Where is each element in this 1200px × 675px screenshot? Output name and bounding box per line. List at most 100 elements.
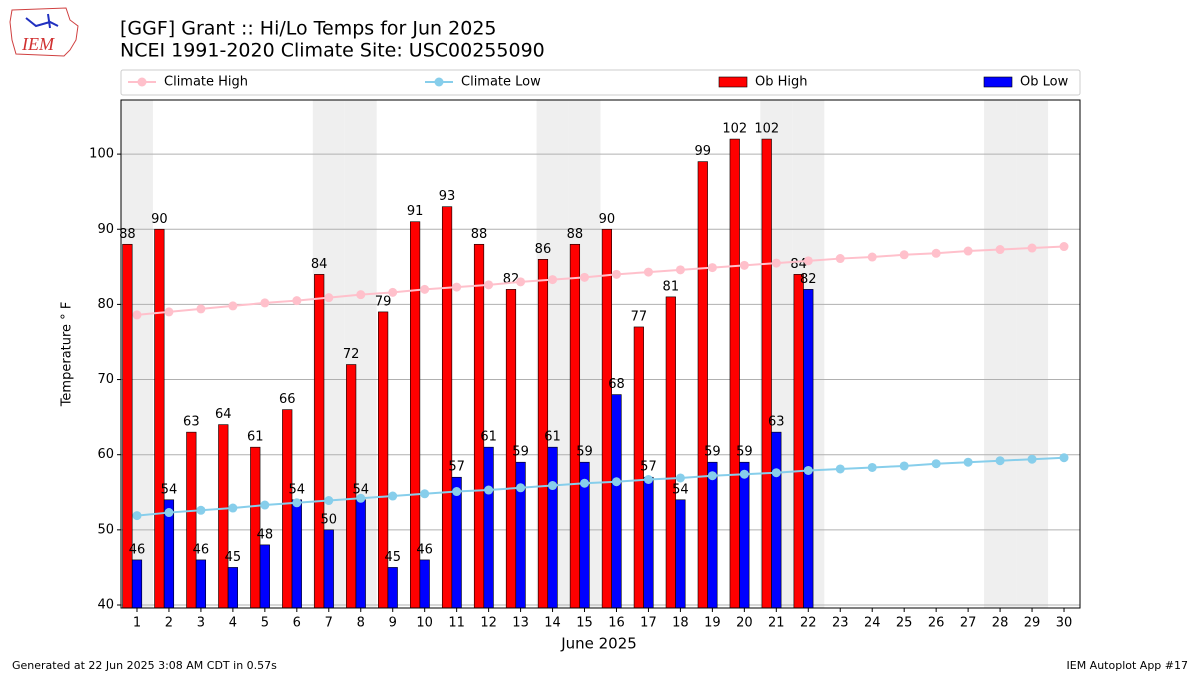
bar [739, 461, 750, 609]
bar [282, 409, 293, 609]
line-marker [643, 474, 653, 484]
line-marker [675, 265, 685, 275]
x-tick-label: 8 [357, 616, 365, 631]
line-marker [228, 301, 238, 311]
bar [186, 431, 197, 609]
value-label: 90 [151, 212, 168, 227]
footer-left: Generated at 22 Jun 2025 3:08 AM CDT in … [12, 659, 277, 672]
value-label: 54 [289, 482, 306, 497]
line-marker [707, 263, 717, 273]
line-marker [516, 277, 526, 287]
weekend-band [984, 100, 1017, 608]
legend-marker [137, 77, 147, 87]
line-marker [196, 505, 206, 515]
x-tick-label: 13 [512, 616, 529, 631]
value-label: 86 [535, 242, 552, 257]
x-tick-label: 30 [1056, 616, 1073, 631]
weekend-band [1016, 100, 1049, 608]
x-tick-label: 9 [389, 616, 397, 631]
value-label: 82 [503, 272, 520, 287]
x-tick-label: 20 [736, 616, 753, 631]
bar [697, 161, 708, 609]
line [136, 245, 1065, 316]
line-marker [164, 508, 174, 518]
line-marker [548, 275, 558, 285]
legend-swatch [718, 76, 748, 88]
value-label: 61 [544, 430, 561, 445]
line-marker [420, 489, 430, 499]
line-marker [452, 282, 462, 292]
line-marker [707, 471, 717, 481]
value-label: 90 [599, 212, 616, 227]
bar [771, 431, 782, 609]
line-marker [452, 487, 462, 497]
x-tick-label: 21 [768, 616, 785, 631]
x-tick-label: 14 [544, 616, 561, 631]
x-tick-label: 7 [325, 616, 333, 631]
line-marker [132, 511, 142, 521]
line-marker [292, 296, 302, 306]
value-label: 54 [352, 482, 369, 497]
value-label: 64 [215, 407, 232, 422]
bar [793, 274, 804, 609]
line-marker [420, 284, 430, 294]
x-tick-label: 12 [480, 616, 497, 631]
x-tick-label: 24 [864, 616, 881, 631]
x-tick-label: 1 [133, 616, 141, 631]
bar [154, 228, 165, 609]
value-label: 57 [448, 460, 465, 475]
y-tick-label: 100 [89, 147, 114, 162]
line-marker [643, 267, 653, 277]
value-label: 79 [375, 294, 392, 309]
logo: IEM [9, 7, 79, 57]
logo-icon [25, 13, 59, 29]
value-label: 93 [439, 189, 456, 204]
bar [323, 529, 334, 609]
value-label: 91 [407, 204, 424, 219]
x-axis-label: June 2025 [560, 635, 637, 653]
value-label: 46 [193, 542, 210, 557]
value-label: 45 [384, 550, 401, 565]
value-label: 57 [640, 460, 657, 475]
x-tick-label: 15 [576, 616, 593, 631]
value-label: 61 [480, 430, 497, 445]
line-marker [260, 500, 270, 510]
line-marker [899, 461, 909, 471]
value-label: 59 [736, 445, 753, 460]
x-tick-label: 10 [416, 616, 433, 631]
line-marker [899, 250, 909, 260]
legend-label: Climate Low [461, 75, 541, 90]
legend-swatch [983, 76, 1013, 88]
y-tick-label: 60 [97, 447, 114, 462]
line-marker [1059, 242, 1069, 252]
line-marker [771, 468, 781, 478]
line-marker [611, 269, 621, 279]
value-label: 84 [311, 257, 328, 272]
logo-text: IEM [21, 34, 55, 54]
x-tick-label: 26 [928, 616, 945, 631]
line-marker [963, 246, 973, 256]
line-marker [388, 287, 398, 297]
line-marker [963, 457, 973, 467]
line-marker [132, 310, 142, 320]
bar [547, 446, 558, 609]
line-marker [580, 478, 590, 488]
value-label: 102 [722, 122, 747, 137]
line-marker [356, 290, 366, 300]
x-tick-label: 16 [608, 616, 625, 631]
bar [483, 446, 494, 609]
line-marker [548, 481, 558, 491]
line-marker [324, 293, 334, 303]
x-tick-label: 27 [960, 616, 977, 631]
x-tick-label: 2 [165, 616, 173, 631]
legend-label: Climate High [164, 75, 248, 90]
line-marker [196, 304, 206, 314]
value-label: 50 [321, 512, 338, 527]
value-label: 102 [754, 122, 779, 137]
value-label: 66 [279, 392, 296, 407]
value-label: 54 [672, 482, 689, 497]
legend-label: Ob Low [1020, 75, 1069, 90]
value-label: 82 [800, 272, 817, 287]
value-label: 81 [663, 279, 680, 294]
line-marker [995, 245, 1005, 255]
